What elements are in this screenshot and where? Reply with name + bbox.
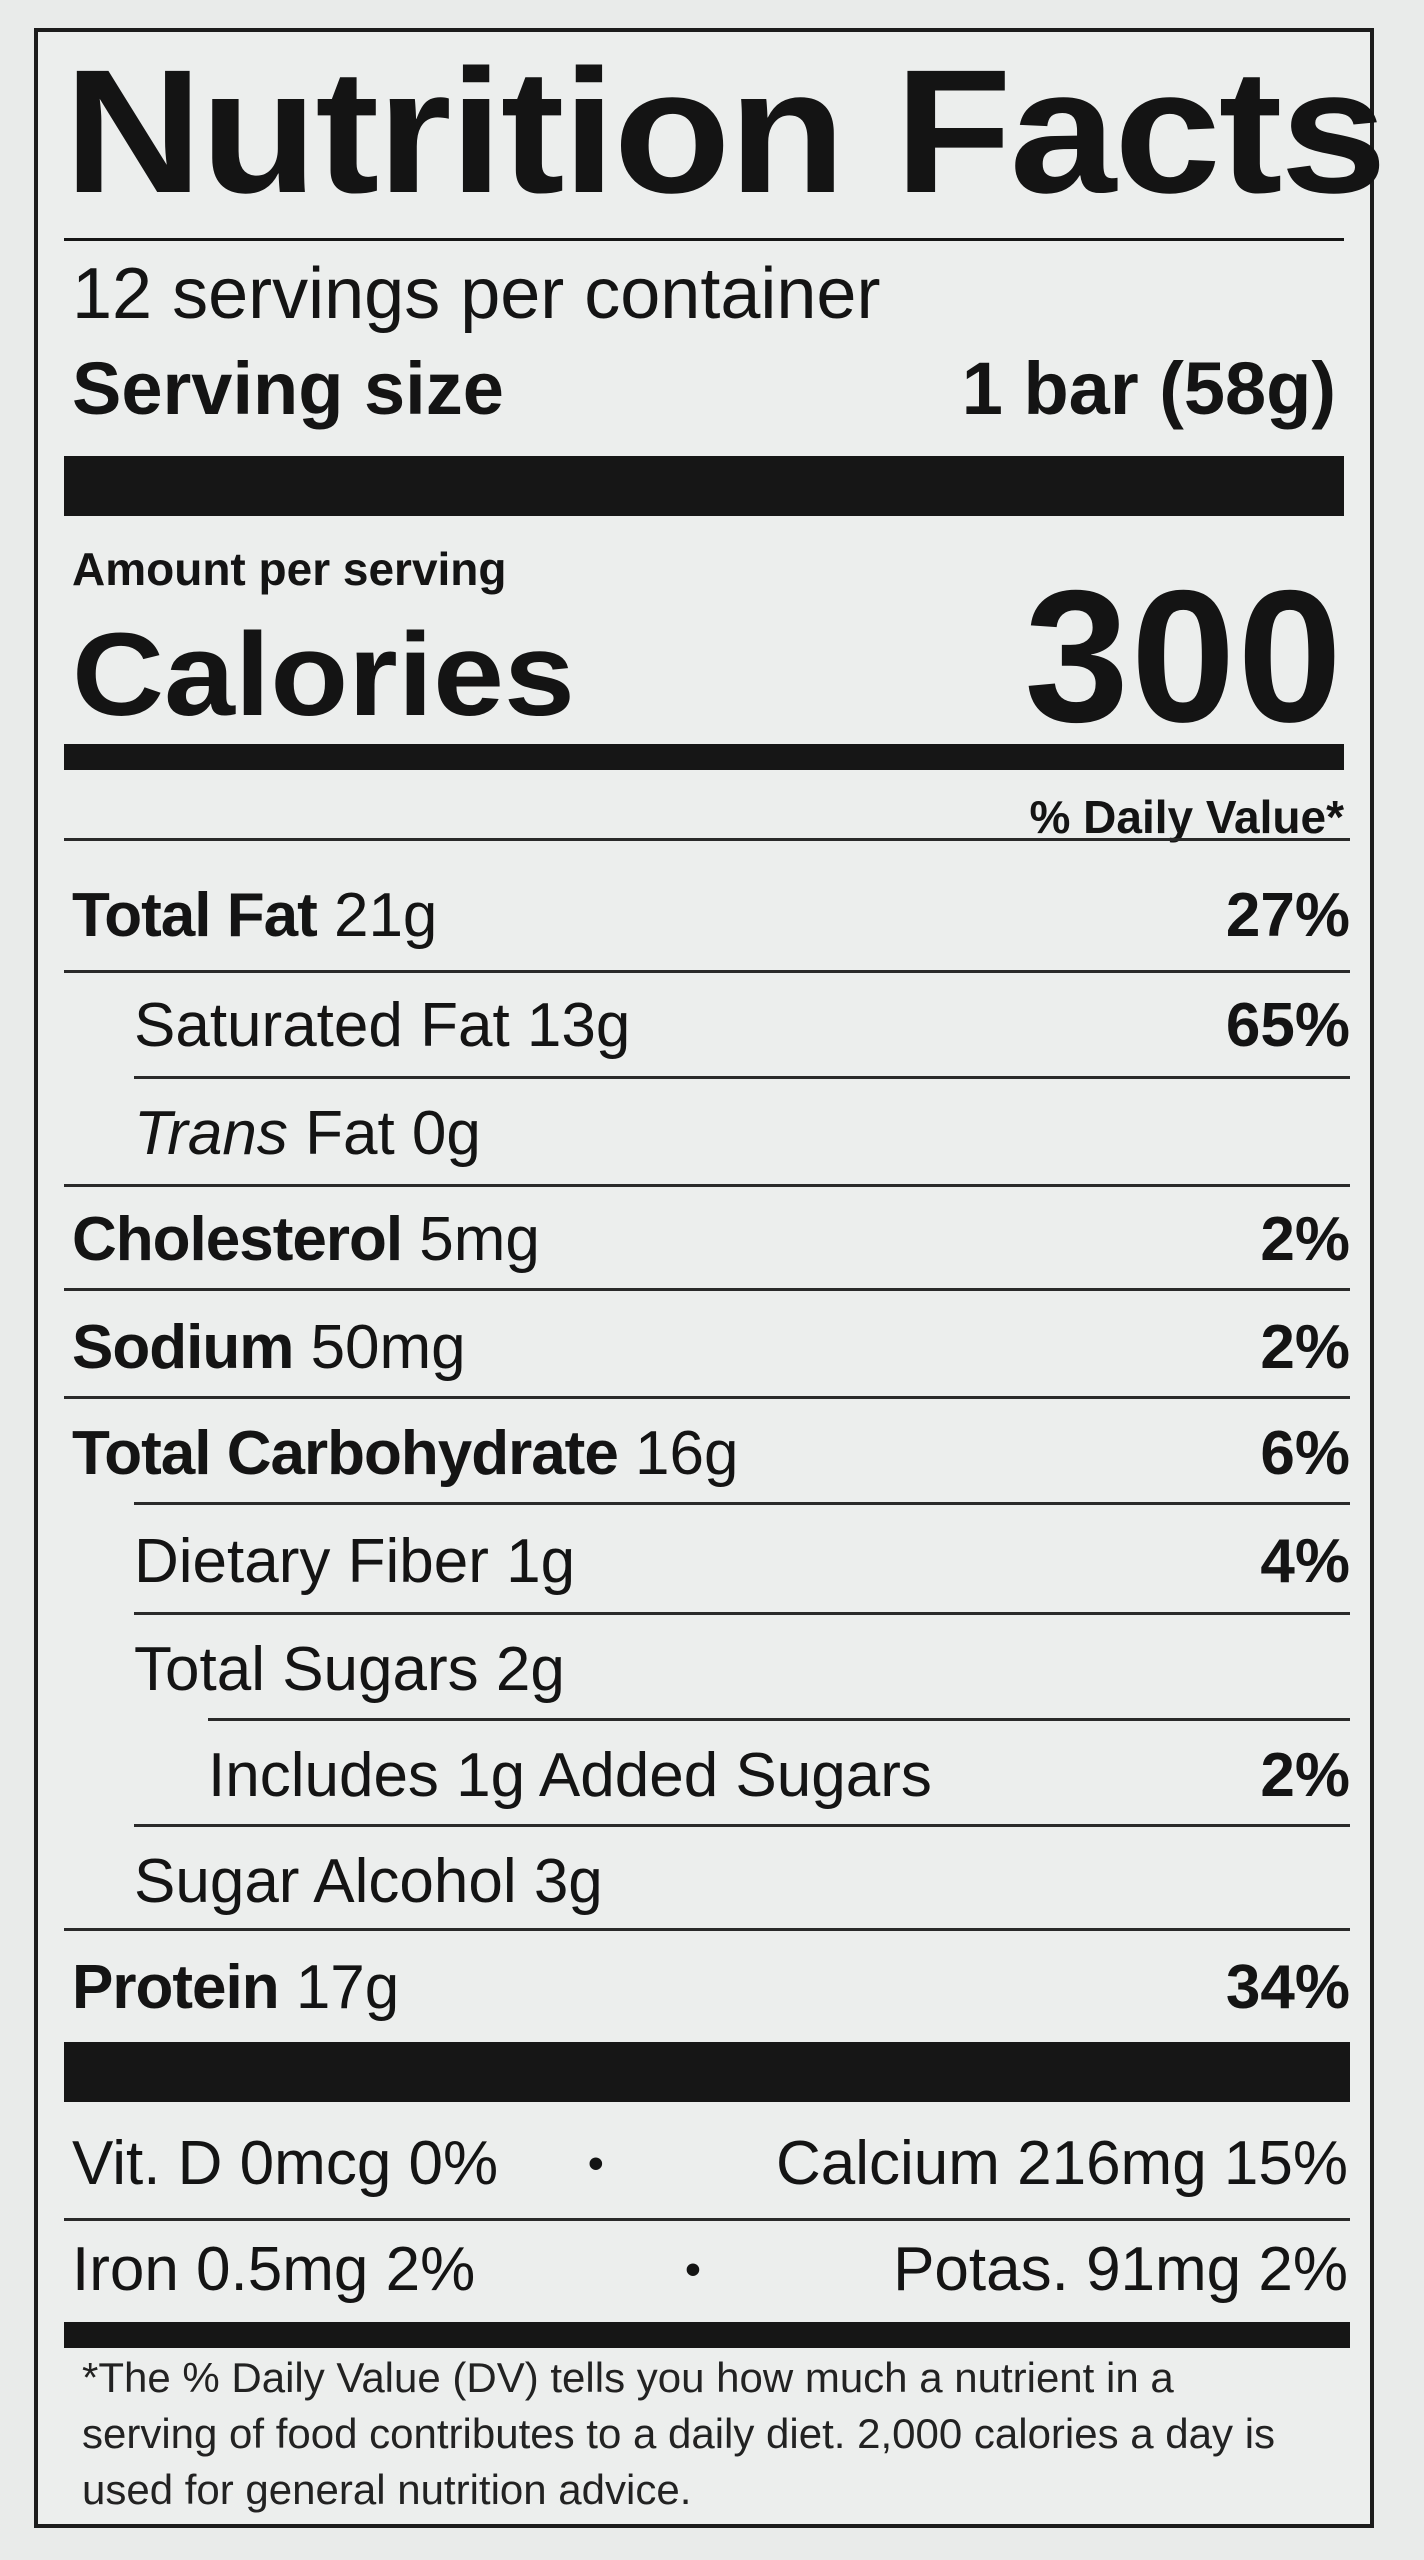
nutrient-amount-italic: Trans — [134, 1099, 288, 1168]
nutrient-row-protein: Protein 17g 34% — [72, 1938, 1350, 2038]
serving-size-row: Serving size 1 bar (58g) — [72, 352, 1336, 426]
nutrient-amount: 5mg — [419, 1205, 540, 1274]
calories-value: 300 — [1024, 551, 1344, 761]
nutrient-dv: 4% — [1260, 1527, 1350, 1596]
nutrient-dv: 2% — [1260, 1741, 1350, 1810]
nutrient-amount: Includes 1g Added Sugars — [208, 1741, 932, 1810]
nutrient-row-trans-fat: Trans Fat 0g — [134, 1084, 1350, 1184]
divider-thin — [64, 238, 1344, 241]
nutrition-facts-label: Nutrition Facts 12 servings per containe… — [34, 28, 1387, 2528]
nutrient-name: Protein — [72, 1953, 280, 2022]
nutrient-dv: 65% — [1225, 991, 1350, 1060]
vitamin-left: Iron 0.5mg 2% — [72, 2235, 476, 2304]
nutrient-amount: 16g — [635, 1419, 739, 1488]
row-divider — [208, 1718, 1350, 1721]
nutrient-amount: 50mg — [310, 1313, 466, 1382]
vitamin-right: Potas. 91mg 2% — [893, 2235, 1348, 2304]
bullet-separator: • — [685, 2245, 701, 2294]
nutrient-amount: Sugar Alcohol 3g — [134, 1847, 603, 1916]
nutrient-amount: Saturated Fat 13g — [134, 991, 631, 1060]
nutrient-amount: Total Sugars 2g — [134, 1635, 565, 1704]
amount-per-serving: Amount per serving — [72, 543, 507, 595]
vitamin-row: Vit. D 0mcg 0% • Calcium 216mg 15% — [72, 2114, 1348, 2214]
nutrient-dv: 2% — [1260, 1313, 1350, 1382]
nutrient-row-saturated-fat: Saturated Fat 13g 65% — [134, 976, 1350, 1076]
nutrient-dv: 6% — [1260, 1419, 1350, 1488]
divider-medium — [64, 744, 1344, 770]
row-divider — [64, 838, 1350, 841]
vitamin-row: Iron 0.5mg 2% • Potas. 91mg 2% — [72, 2220, 1348, 2320]
nutrient-amount: 21g — [333, 881, 438, 950]
daily-value-header: % Daily Value* — [1029, 791, 1345, 843]
serving-size-value: 1 bar (58g) — [961, 347, 1336, 430]
nutrient-amount: 17g — [295, 1953, 400, 2022]
row-divider — [134, 1076, 1350, 1079]
serving-size-label: Serving size — [72, 347, 504, 430]
row-divider — [64, 1928, 1350, 1931]
nutrient-row-cholesterol: Cholesterol 5mg 2% — [72, 1190, 1350, 1290]
servings-per-container: 12 servings per container — [72, 254, 881, 334]
nutrient-dv: 34% — [1225, 1953, 1350, 2022]
nutrient-amount: Dietary Fiber 1g — [134, 1527, 576, 1596]
divider-medium — [64, 2322, 1350, 2348]
nutrient-row-dietary-fiber: Dietary Fiber 1g 4% — [134, 1512, 1350, 1612]
nutrient-row-total-fat: Total Fat 21g 27% — [72, 866, 1350, 966]
row-divider — [134, 1612, 1350, 1615]
row-divider — [64, 2218, 1350, 2221]
nutrient-name: Cholesterol — [72, 1205, 403, 1274]
nutrient-row-total-carbohydrate: Total Carbohydrate 16g 6% — [72, 1404, 1350, 1504]
row-divider — [64, 1396, 1350, 1399]
vitamin-right: Calcium 216mg 15% — [775, 2129, 1348, 2198]
row-divider — [134, 1502, 1350, 1505]
row-divider — [64, 970, 1350, 973]
divider-thick — [64, 2042, 1350, 2102]
row-divider — [134, 1824, 1350, 1827]
nutrient-name: Total Carbohydrate — [72, 1419, 619, 1488]
nutrient-name: Total Fat — [72, 881, 318, 950]
nutrient-amount: Fat 0g — [305, 1099, 481, 1168]
label-title: Nutrition Facts — [64, 34, 1387, 230]
footnote: *The % Daily Value (DV) tells you how mu… — [82, 2354, 1276, 2513]
nutrient-row-sugar-alcohol: Sugar Alcohol 3g — [134, 1832, 1350, 1932]
nutrient-row-sodium: Sodium 50mg 2% — [72, 1298, 1350, 1398]
row-divider — [64, 1184, 1350, 1187]
nutrient-row-total-sugars: Total Sugars 2g — [134, 1620, 1350, 1720]
nutrient-row-added-sugars: Includes 1g Added Sugars 2% — [208, 1726, 1350, 1826]
nutrient-dv: 2% — [1260, 1205, 1350, 1274]
nutrient-name: Sodium — [72, 1313, 294, 1382]
vitamin-left: Vit. D 0mcg 0% — [72, 2129, 499, 2198]
divider-thick — [64, 456, 1344, 516]
bullet-separator: • — [588, 2139, 604, 2188]
nutrient-dv: 27% — [1225, 881, 1350, 950]
row-divider — [64, 1288, 1350, 1291]
calories-label: Calories — [72, 609, 575, 741]
